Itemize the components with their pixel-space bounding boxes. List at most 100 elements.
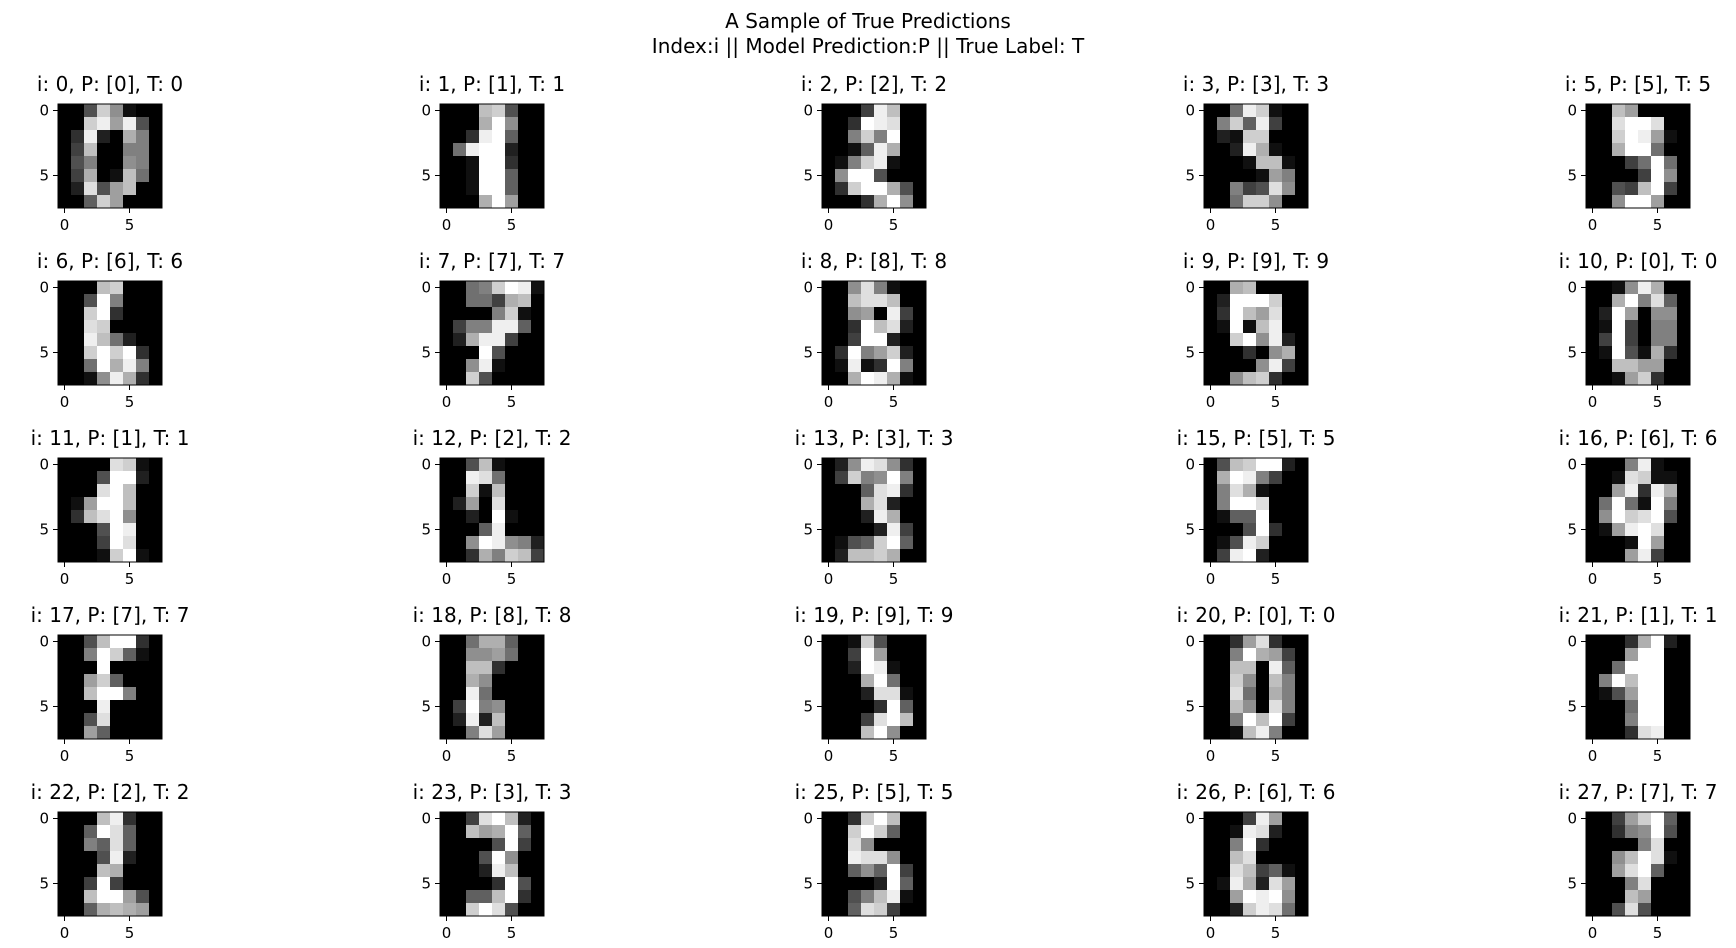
pixel-cell bbox=[84, 903, 98, 917]
pixel-cell bbox=[822, 359, 836, 373]
pixel-cell bbox=[887, 674, 901, 688]
pixel-cell bbox=[518, 320, 532, 334]
pixel-cell bbox=[110, 864, 124, 878]
pixel-cell bbox=[1586, 333, 1600, 347]
pixel-cell bbox=[1295, 117, 1309, 131]
pixel-cell bbox=[440, 851, 454, 865]
pixel-cell bbox=[136, 661, 150, 675]
pixel-cell bbox=[97, 825, 111, 839]
digit-image bbox=[1204, 104, 1309, 209]
pixel-cell bbox=[887, 812, 901, 826]
pixel-cell bbox=[97, 497, 111, 511]
pixel-cell bbox=[505, 648, 519, 662]
pixel-cell bbox=[123, 890, 137, 904]
pixel-cell bbox=[466, 648, 480, 662]
pixel-cell bbox=[1230, 281, 1244, 295]
subplot-title: i: 18, P: [8], T: 8 bbox=[412, 603, 572, 627]
pixel-cell bbox=[518, 864, 532, 878]
pixel-cell bbox=[822, 812, 836, 826]
pixel-cell bbox=[1230, 484, 1244, 498]
pixel-cell bbox=[887, 700, 901, 714]
pixel-cell bbox=[123, 700, 137, 714]
pixel-cell bbox=[1295, 307, 1309, 321]
pixel-cell bbox=[1638, 635, 1652, 649]
pixel-cell bbox=[1651, 281, 1665, 295]
pixel-cell bbox=[453, 674, 467, 688]
pixel-cell bbox=[136, 510, 150, 524]
pixel-cell bbox=[1664, 674, 1678, 688]
pixel-cell bbox=[1282, 117, 1296, 131]
x-tick-label: 0 bbox=[442, 747, 452, 765]
pixel-cell bbox=[822, 661, 836, 675]
pixel-cell bbox=[887, 484, 901, 498]
pixel-cell bbox=[1625, 635, 1639, 649]
pixel-cell bbox=[1599, 635, 1613, 649]
pixel-cell bbox=[1256, 648, 1270, 662]
pixel-cell bbox=[1217, 156, 1231, 170]
y-tick-label: 5 bbox=[421, 521, 431, 539]
pixel-cell bbox=[1664, 877, 1678, 891]
pixel-cell bbox=[466, 713, 480, 727]
pixel-cell bbox=[136, 346, 150, 360]
pixel-cell bbox=[518, 536, 532, 550]
pixel-cell bbox=[1599, 458, 1613, 472]
x-tick-label: 5 bbox=[1653, 393, 1663, 411]
axes-frame bbox=[1203, 280, 1309, 386]
pixel-cell bbox=[71, 510, 85, 524]
pixel-cell bbox=[822, 307, 836, 321]
x-tick-label: 0 bbox=[1588, 747, 1598, 765]
pixel-cell bbox=[453, 484, 467, 498]
pixel-cell bbox=[123, 523, 137, 537]
pixel-cell bbox=[492, 877, 506, 891]
pixel-cell bbox=[913, 346, 927, 360]
pixel-cell bbox=[1295, 333, 1309, 347]
pixel-cell bbox=[149, 169, 163, 183]
pixel-cell bbox=[1638, 346, 1652, 360]
x-tick-label: 0 bbox=[824, 924, 834, 942]
pixel-cell bbox=[861, 523, 875, 537]
pixel-cell bbox=[492, 635, 506, 649]
pixel-cell bbox=[97, 320, 111, 334]
pixel-cell bbox=[1269, 497, 1283, 511]
pixel-cell bbox=[518, 890, 532, 904]
pixel-cell bbox=[913, 169, 927, 183]
pixel-cell bbox=[1295, 281, 1309, 295]
pixel-cell bbox=[822, 156, 836, 170]
pixel-cell bbox=[887, 346, 901, 360]
pixel-cell bbox=[822, 674, 836, 688]
pixel-cell bbox=[97, 484, 111, 498]
pixel-cell bbox=[1651, 700, 1665, 714]
pixel-cell bbox=[71, 307, 85, 321]
pixel-cell bbox=[531, 877, 545, 891]
pixel-cell bbox=[900, 726, 914, 740]
pixel-cell bbox=[835, 471, 849, 485]
pixel-cell bbox=[822, 484, 836, 498]
pixel-cell bbox=[835, 687, 849, 701]
digit-image bbox=[1204, 458, 1309, 563]
pixel-cell bbox=[900, 281, 914, 295]
pixel-cell bbox=[1651, 661, 1665, 675]
pixel-cell bbox=[874, 536, 888, 550]
pixel-cell bbox=[1612, 195, 1626, 209]
pixel-cell bbox=[900, 471, 914, 485]
pixel-cell bbox=[84, 713, 98, 727]
pixel-cell bbox=[1599, 661, 1613, 675]
pixel-cell bbox=[913, 359, 927, 373]
pixel-cell bbox=[84, 687, 98, 701]
pixel-cell bbox=[874, 674, 888, 688]
pixel-cell bbox=[1269, 458, 1283, 472]
pixel-cell bbox=[1256, 333, 1270, 347]
y-tick-label: 0 bbox=[803, 633, 813, 651]
pixel-cell bbox=[835, 890, 849, 904]
pixel-cell bbox=[1243, 104, 1257, 118]
pixel-cell bbox=[440, 117, 454, 131]
digit-image bbox=[1586, 104, 1691, 209]
y-tick-label: 5 bbox=[421, 167, 431, 185]
pixel-cell bbox=[492, 372, 506, 386]
pixel-cell bbox=[913, 661, 927, 675]
pixel-cell bbox=[1295, 359, 1309, 373]
y-tick-label: 5 bbox=[421, 698, 431, 716]
pixel-cell bbox=[874, 510, 888, 524]
